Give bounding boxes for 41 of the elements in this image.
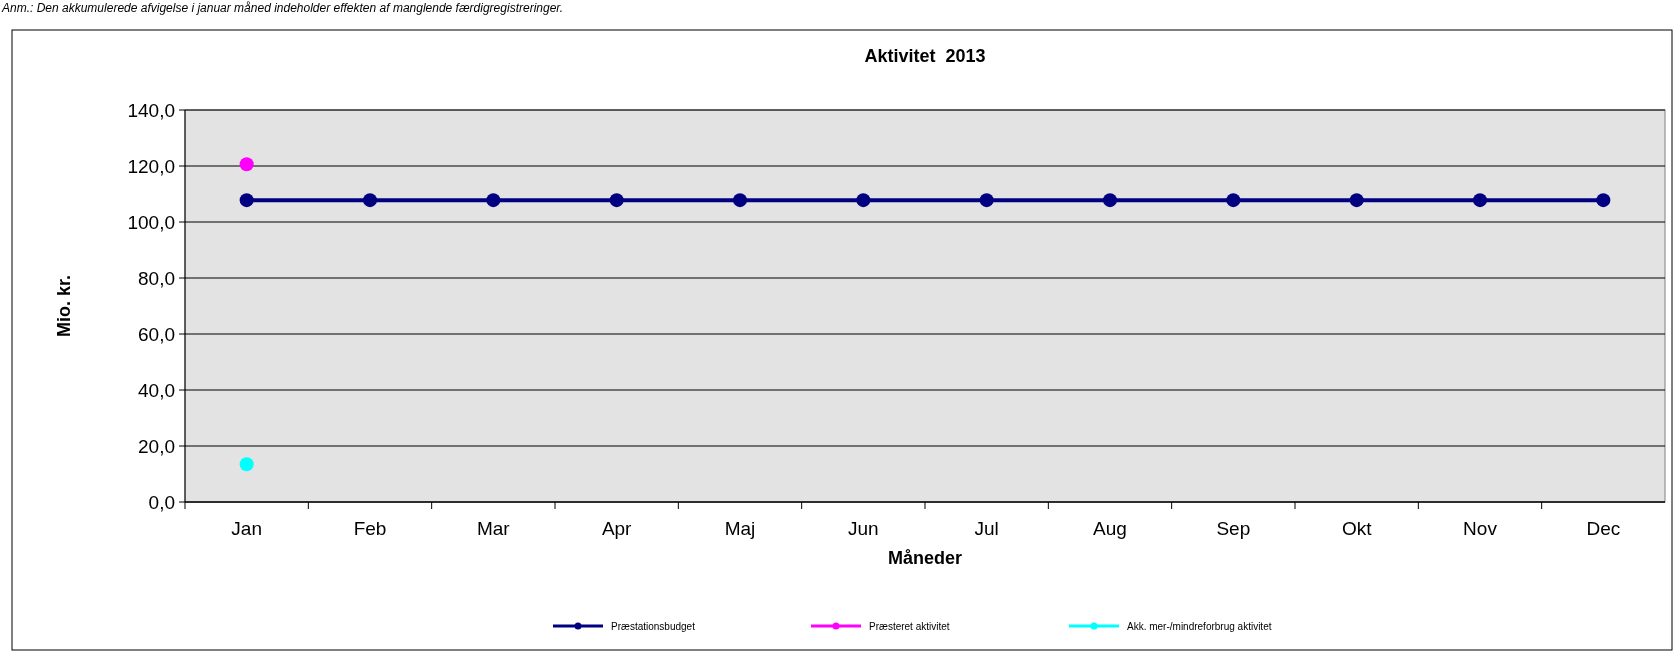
y-tick-label: 80,0 bbox=[138, 268, 175, 289]
point bbox=[1103, 193, 1117, 208]
point bbox=[609, 193, 624, 208]
x-tick-label: Maj bbox=[724, 518, 756, 539]
x-tick-label: Mar bbox=[476, 518, 511, 539]
x-tick-label: Okt bbox=[1341, 518, 1373, 539]
x-tick-label: Jun bbox=[848, 518, 879, 539]
point bbox=[363, 193, 377, 208]
x-tick-label: Dec bbox=[1586, 518, 1621, 539]
point bbox=[1473, 193, 1487, 208]
legend-label: Præsteret aktivitet bbox=[869, 621, 950, 632]
point bbox=[239, 457, 254, 472]
y-tick-label: 20,0 bbox=[138, 436, 175, 457]
point bbox=[1226, 193, 1241, 208]
x-tick-label: Jul bbox=[974, 518, 999, 539]
text: Anm.: Den akkumulerede afvigelse i januar måned indeholder effekten af manglende færdigregistreringer. bbox=[1, 1, 564, 15]
chart-title: Aktivitet 2013 bbox=[864, 46, 986, 66]
y-tick-label: 60,0 bbox=[138, 324, 175, 345]
y-tick-label: 0,0 bbox=[148, 492, 175, 513]
point bbox=[239, 157, 254, 172]
x-tick-label: Apr bbox=[601, 518, 633, 539]
point bbox=[733, 193, 747, 208]
point bbox=[1596, 193, 1611, 208]
y-tick-label: 140,0 bbox=[127, 100, 175, 121]
x-tick-label: Feb bbox=[353, 518, 387, 539]
y-tick-label: 120,0 bbox=[127, 156, 175, 177]
point bbox=[239, 193, 254, 208]
y-tick-label: 100,0 bbox=[127, 212, 175, 233]
point bbox=[856, 193, 871, 208]
y-axis-title: Mio. kr. bbox=[54, 274, 74, 338]
y-tick-label: 40,0 bbox=[138, 380, 175, 401]
legend-label: Akk. mer-/mindreforbrug aktivitet bbox=[1127, 621, 1272, 632]
x-tick-label: Jan bbox=[231, 518, 262, 539]
point bbox=[486, 193, 501, 208]
x-tick-label: Sep bbox=[1216, 518, 1251, 539]
x-tick-label: Aug bbox=[1093, 518, 1127, 539]
point bbox=[1349, 193, 1364, 208]
point bbox=[979, 193, 994, 208]
x-tick-label: Nov bbox=[1463, 518, 1498, 539]
x-axis-title: Måneder bbox=[887, 548, 963, 568]
legend-label: Præstationsbudget bbox=[611, 621, 696, 632]
